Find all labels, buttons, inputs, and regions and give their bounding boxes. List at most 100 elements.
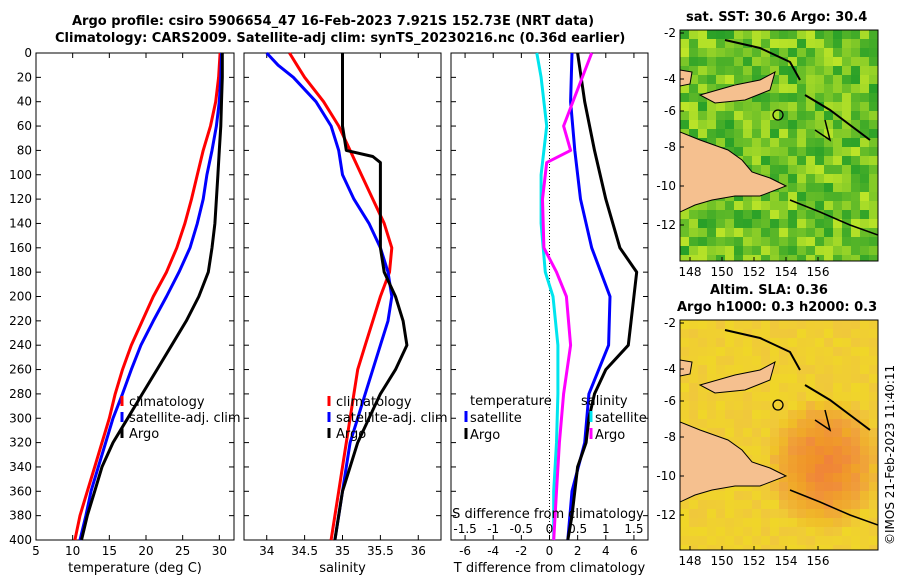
grid-cell: [716, 338, 725, 347]
grid-cell: [716, 320, 725, 329]
grid-cell: [860, 30, 869, 39]
grid-cell: [851, 347, 860, 356]
argo-location-marker: [772, 399, 784, 411]
grid-cell: [797, 482, 806, 491]
grid-cell: [860, 428, 869, 437]
grid-cell: [761, 428, 770, 437]
grid-cell: [851, 365, 860, 374]
legend-label: Argo: [470, 428, 500, 443]
grid-cell: [806, 84, 815, 93]
grid-cell: [851, 392, 860, 401]
grid-cell: [851, 410, 860, 419]
grid-cell: [815, 527, 824, 536]
grid-cell: [842, 320, 851, 329]
grid-cell: [698, 129, 707, 138]
grid-cell: [842, 374, 851, 383]
grid-cell: [725, 219, 734, 228]
grid-cell: [824, 192, 833, 201]
grid-cell: [752, 102, 761, 111]
grid-cell: [725, 536, 734, 545]
grid-cell: [698, 93, 707, 102]
grid-cell: [833, 347, 842, 356]
grid-cell: [689, 210, 698, 219]
grid-cell: [770, 210, 779, 219]
grid-cell: [779, 183, 788, 192]
grid-cell: [869, 482, 878, 491]
grid-cell: [761, 401, 770, 410]
grid-cell: [788, 57, 797, 66]
grid-cell: [842, 192, 851, 201]
grid-cell: [734, 536, 743, 545]
grid-cell: [779, 75, 788, 84]
grid-cell: [734, 410, 743, 419]
grid-cell: [842, 536, 851, 545]
coastline: [789, 199, 878, 236]
series-line-climatology: [73, 52, 222, 541]
grid-cell: [680, 57, 689, 66]
grid-cell: [833, 482, 842, 491]
grid-cell: [779, 255, 788, 261]
grid-cell: [842, 446, 851, 455]
grid-cell: [869, 473, 878, 482]
grid-cell: [869, 500, 878, 509]
coastline: [789, 489, 878, 526]
grid-cell: [770, 147, 779, 156]
grid-cell: [860, 491, 869, 500]
land-new-britain: [698, 71, 776, 104]
grid-cell: [761, 66, 770, 75]
grid-cell: [824, 527, 833, 536]
grid-cell: [842, 356, 851, 365]
grid-cell: [734, 66, 743, 75]
grid-cell: [779, 66, 788, 75]
grid-cell: [752, 509, 761, 518]
grid-cell: [752, 48, 761, 57]
grid-cell: [824, 365, 833, 374]
grid-cell: [725, 57, 734, 66]
grid-cell: [842, 527, 851, 536]
grid-cell: [815, 192, 824, 201]
map-frame: [679, 319, 879, 551]
grid-cell: [788, 428, 797, 437]
grid-cell: [797, 237, 806, 246]
series-line-s-argo: [541, 52, 594, 541]
grid-cell: [734, 338, 743, 347]
grid-cell: [860, 165, 869, 174]
grid-cell: [824, 338, 833, 347]
grid-cell: [851, 338, 860, 347]
grid-cell: [707, 545, 716, 550]
grid-cell: [815, 455, 824, 464]
grid-cell: [689, 347, 698, 356]
grid-cell: [770, 165, 779, 174]
grid-cell: [743, 491, 752, 500]
grid-cell: [761, 237, 770, 246]
grid-cell: [770, 120, 779, 129]
legend-label: climatology: [129, 395, 205, 410]
x-tick-label: 15: [102, 544, 117, 558]
grid-cell: [851, 219, 860, 228]
grid-cell: [752, 138, 761, 147]
grid-cell: [815, 84, 824, 93]
grid-cell: [734, 365, 743, 374]
grid-cell: [707, 39, 716, 48]
grid-cell: [779, 356, 788, 365]
series-line-s-satellite: [535, 52, 560, 540]
grid-cell: [851, 66, 860, 75]
grid-cell: [689, 120, 698, 129]
grid-cell: [689, 383, 698, 392]
grid-cell: [779, 482, 788, 491]
grid-cell: [788, 147, 797, 156]
grid-cell: [716, 66, 725, 75]
grid-cell: [689, 246, 698, 255]
grid-cell: [743, 365, 752, 374]
grid-cell: [752, 57, 761, 66]
grid-cell: [761, 165, 770, 174]
grid-cell: [824, 401, 833, 410]
grid-cell: [689, 518, 698, 527]
grid-cell: [689, 219, 698, 228]
grid-cell: [680, 30, 689, 39]
grid-cell: [869, 419, 878, 428]
grid-cell: [752, 401, 761, 410]
grid-cell: [770, 111, 779, 120]
map-x-tick-label: 156: [807, 554, 830, 568]
y-tick-label: 40: [17, 95, 32, 109]
